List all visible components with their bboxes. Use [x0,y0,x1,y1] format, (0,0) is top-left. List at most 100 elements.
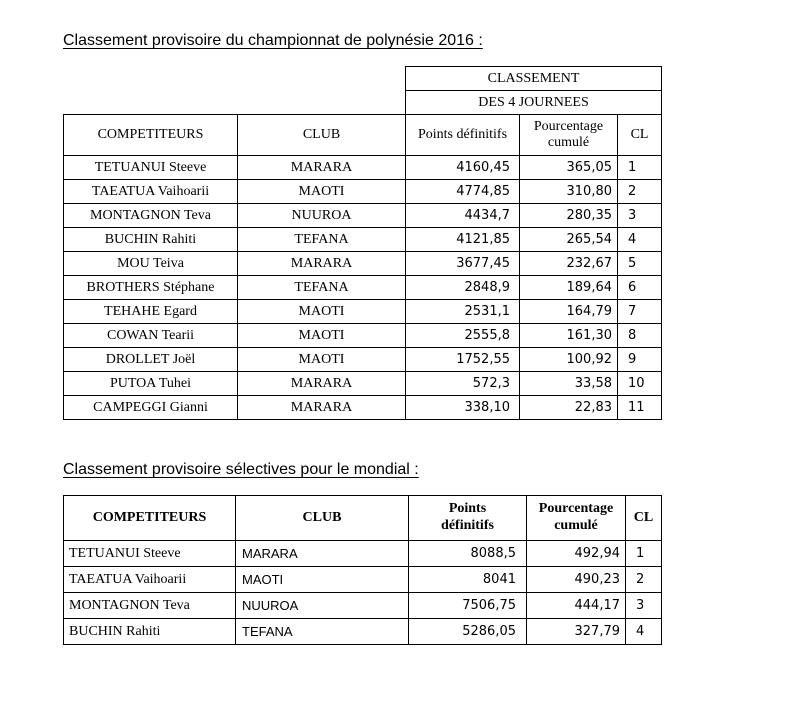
percentage-cell: 327,79 [526,618,626,645]
header-club: CLUB [237,114,406,156]
header-percentage: Pourcentage cumulé [519,114,618,156]
competitor-name-cell: MONTAGNON Teva [63,203,238,228]
world-selection-table: COMPETITEURS CLUB Points définitifs Pourc… [63,495,662,645]
header-percentage-line2: cumulé [554,518,598,533]
table-row: COWAN Tearii MAOTI 2555,8 161,30 8 [63,323,663,348]
rank-cell: 2 [625,566,662,593]
competitor-name-cell: TAEATUA Vaihoarii [63,566,236,593]
table-row: MONTAGNON Teva NUUROA 4434,7 280,35 3 [63,203,663,228]
table-row: BUCHIN Rahiti TEFANA 4121,85 265,54 4 [63,227,663,252]
points-cell: 338,10 [405,395,520,420]
championship-table: CLASSEMENT DES 4 JOURNEES COMPETITEURS C… [63,66,663,420]
rank-cell: 2 [616,179,663,204]
rank-cell: 1 [625,540,662,567]
rank-cell: 7 [616,299,663,324]
rank-cell: 11 [616,395,663,420]
points-cell: 2555,8 [405,323,520,348]
club-cell: TEFANA [235,618,409,645]
points-cell: 4160,45 [405,155,520,180]
percentage-cell: 33,58 [519,371,618,396]
club-cell: MAOTI [235,566,409,593]
header-competitors: COMPETITEURS [63,114,238,156]
percentage-cell: 310,80 [519,179,618,204]
points-cell: 8088,5 [408,540,527,567]
rank-cell: 9 [616,347,663,372]
points-cell: 1752,55 [405,347,520,372]
table-row: DROLLET Joël MAOTI 1752,55 100,92 9 [63,347,663,372]
club-cell: TEFANA [237,227,406,252]
table-row: PUTOA Tuhei MARARA 572,3 33,58 10 [63,371,663,396]
points-cell: 4121,85 [405,227,520,252]
points-cell: 4434,7 [405,203,520,228]
club-cell: NUUROA [235,592,409,619]
table-row: TETUANUI Steeve MARARA 4160,45 365,05 1 [63,155,663,180]
header-percentage: Pourcentage cumulé [526,495,626,541]
banner-classement: CLASSEMENT [404,66,663,91]
section2-title: Classement provisoire sélectives pour le… [63,461,419,478]
header-percentage-line1: Pourcentage [538,501,614,517]
header-competitors: COMPETITEURS [63,495,236,541]
competitor-name-cell: TAEATUA Vaihoarii [63,179,238,204]
table-row: BUCHIN Rahiti TEFANA 5286,05 327,79 4 [63,618,662,645]
competitor-name-cell: TETUANUI Steeve [63,540,236,567]
table1-header-row: COMPETITEURS CLUB Points définitifs Pour… [63,114,663,156]
percentage-cell: 232,67 [519,251,618,276]
percentage-cell: 280,35 [519,203,618,228]
rank-cell: 3 [616,203,663,228]
percentage-cell: 189,64 [519,275,618,300]
table-row: TEHAHE Egard MAOTI 2531,1 164,79 7 [63,299,663,324]
competitor-name-cell: BUCHIN Rahiti [63,227,238,252]
competitor-name-cell: MONTAGNON Teva [63,592,236,619]
club-cell: TEFANA [237,275,406,300]
rank-cell: 3 [625,592,662,619]
points-cell: 2531,1 [405,299,520,324]
percentage-cell: 444,17 [526,592,626,619]
competitor-name-cell: TETUANUI Steeve [63,155,238,180]
table2-header-row: COMPETITEURS CLUB Points définitifs Pourc… [63,495,662,541]
club-cell: MAOTI [237,347,406,372]
percentage-cell: 164,79 [519,299,618,324]
competitor-name-cell: COWAN Tearii [63,323,238,348]
rank-cell: 8 [616,323,663,348]
club-cell: MAOTI [237,323,406,348]
points-cell: 2848,9 [405,275,520,300]
percentage-cell: 365,05 [519,155,618,180]
header-percentage-line1: Pourcentage [533,118,604,134]
table-row: CAMPEGGI Gianni MARARA 338,10 22,83 11 [63,395,663,420]
rank-cell: 4 [625,618,662,645]
header-points: Points définitifs [405,114,520,156]
table-row: TETUANUI Steeve MARARA 8088,5 492,94 1 [63,540,662,567]
spacer-cell [64,67,406,91]
banner-journees: DES 4 JOURNEES [404,90,663,115]
percentage-cell: 490,23 [526,566,626,593]
club-cell: MARARA [237,155,406,180]
points-cell: 7506,75 [408,592,527,619]
rank-cell: 1 [616,155,663,180]
percentage-cell: 492,94 [526,540,626,567]
header-percentage-line2: cumulé [547,135,590,150]
points-cell: 5286,05 [408,618,527,645]
table-row: TAEATUA Vaihoarii MAOTI 4774,85 310,80 2 [63,179,663,204]
club-cell: MARARA [237,251,406,276]
club-cell: MARARA [237,395,406,420]
percentage-cell: 265,54 [519,227,618,252]
table-row: TAEATUA Vaihoarii MAOTI 8041 490,23 2 [63,566,662,593]
competitor-name-cell: TEHAHE Egard [63,299,238,324]
spacer-cell [64,91,406,115]
club-cell: MARARA [237,371,406,396]
competitor-name-cell: BROTHERS Stéphane [63,275,238,300]
points-cell: 4774,85 [405,179,520,204]
banner-row-2: DES 4 JOURNEES [64,90,663,115]
competitor-name-cell: DROLLET Joël [63,347,238,372]
club-cell: MAOTI [237,299,406,324]
table-row: BROTHERS Stéphane TEFANA 2848,9 189,64 6 [63,275,663,300]
points-cell: 8041 [408,566,527,593]
rank-cell: 10 [616,371,663,396]
banner-row-1: CLASSEMENT [64,66,663,91]
header-points-line1: Points [448,501,487,517]
percentage-cell: 161,30 [519,323,618,348]
header-club: CLUB [235,495,409,541]
competitor-name-cell: BUCHIN Rahiti [63,618,236,645]
points-cell: 3677,45 [405,251,520,276]
